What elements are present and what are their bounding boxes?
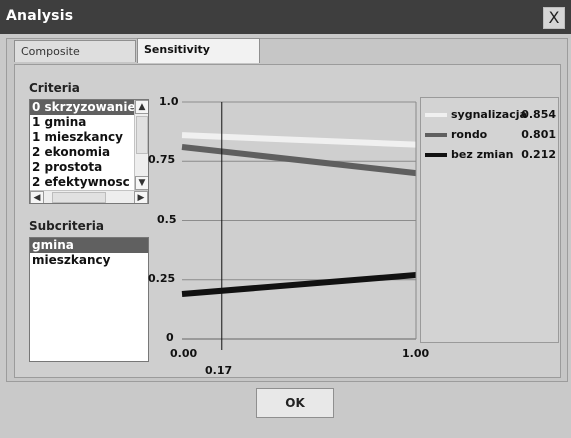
scroll-right-button[interactable]: ▶ xyxy=(134,191,148,203)
criteria-item-3[interactable]: 2 ekonomia xyxy=(32,145,111,159)
subcriteria-item-1[interactable]: mieszkancy xyxy=(32,253,111,267)
criteria-item-2[interactable]: 1 mieszkancy xyxy=(32,130,123,144)
y-tick-075: 0.75 xyxy=(148,153,176,166)
scroll-up-button[interactable]: ▲ xyxy=(135,100,148,114)
x-marker-label: 0.17 xyxy=(205,364,233,377)
series-line-rondo xyxy=(181,144,417,177)
y-tick-05: 0.5 xyxy=(157,213,177,226)
legend-value-bez-zmian: 0.212 xyxy=(521,148,556,161)
legend-label-rondo: rondo xyxy=(451,128,488,141)
title-bar: Analysis X xyxy=(0,0,571,34)
criteria-list[interactable]: 0 skrzyzowanie 1 gmina 1 mieszkancy 2 ek… xyxy=(29,99,149,204)
x-tick-0: 0.00 xyxy=(170,347,198,360)
ok-button[interactable]: OK xyxy=(256,388,334,418)
y-tick-025: 0.25 xyxy=(148,272,176,285)
series-line-bez-zmian xyxy=(181,272,417,297)
legend-item-rondo: rondo 0.801 xyxy=(421,126,558,142)
legend-item-bez-zmian: bez zmian 0.212 xyxy=(421,146,558,162)
x-tick-1: 1.00 xyxy=(402,347,430,360)
criteria-item-5[interactable]: 2 efektywnosc xyxy=(32,175,130,189)
criteria-label: Criteria xyxy=(29,81,80,95)
legend-swatch-sygnalizacja xyxy=(425,113,447,117)
legend-swatch-bez-zmian xyxy=(425,153,447,157)
criteria-item-0[interactable]: 0 skrzyzowanie xyxy=(30,100,148,115)
legend-item-sygnalizacja: sygnalizacja 0.854 xyxy=(421,106,558,122)
tab-composite-priorities[interactable]: Composite Priorities xyxy=(14,40,136,80)
legend-value-sygnalizacja: 0.854 xyxy=(521,108,556,121)
subcriteria-label: Subcriteria xyxy=(29,219,104,233)
criteria-item-1[interactable]: 1 gmina xyxy=(32,115,87,129)
subcriteria-list[interactable]: gmina mieszkancy xyxy=(29,237,149,362)
y-tick-0: 0 xyxy=(166,331,174,344)
legend-value-rondo: 0.801 xyxy=(521,128,556,141)
criteria-item-4[interactable]: 2 prostota xyxy=(32,160,103,174)
series-line-sygnalizacja xyxy=(181,132,417,148)
close-button[interactable]: X xyxy=(543,7,565,29)
close-icon: X xyxy=(548,8,560,27)
legend-label-bez-zmian: bez zmian xyxy=(451,148,514,161)
tab-sensitivity-analysis[interactable]: Sensitivity Analysis xyxy=(137,38,260,78)
subcriteria-item-0[interactable]: gmina xyxy=(30,238,148,253)
criteria-hscrollbar[interactable]: ◀ ▶ xyxy=(30,190,148,203)
criteria-vscrollbar[interactable]: ▲ ▼ xyxy=(134,100,148,190)
y-tick-1: 1.0 xyxy=(159,95,179,108)
window-title: Analysis xyxy=(6,8,74,24)
legend-swatch-rondo xyxy=(425,133,447,137)
legend: sygnalizacja 0.854 rondo 0.801 bez zmian… xyxy=(420,97,559,343)
scroll-down-button[interactable]: ▼ xyxy=(135,176,148,190)
chart-svg xyxy=(181,101,417,359)
sensitivity-chart: 1.0 0.75 0.5 0.25 0 0.00 1.00 xyxy=(148,92,554,360)
vscroll-thumb[interactable] xyxy=(136,116,148,154)
hscroll-thumb[interactable] xyxy=(52,192,106,203)
legend-label-sygnalizacja: sygnalizacja xyxy=(451,108,527,121)
scroll-left-button[interactable]: ◀ xyxy=(30,191,44,203)
